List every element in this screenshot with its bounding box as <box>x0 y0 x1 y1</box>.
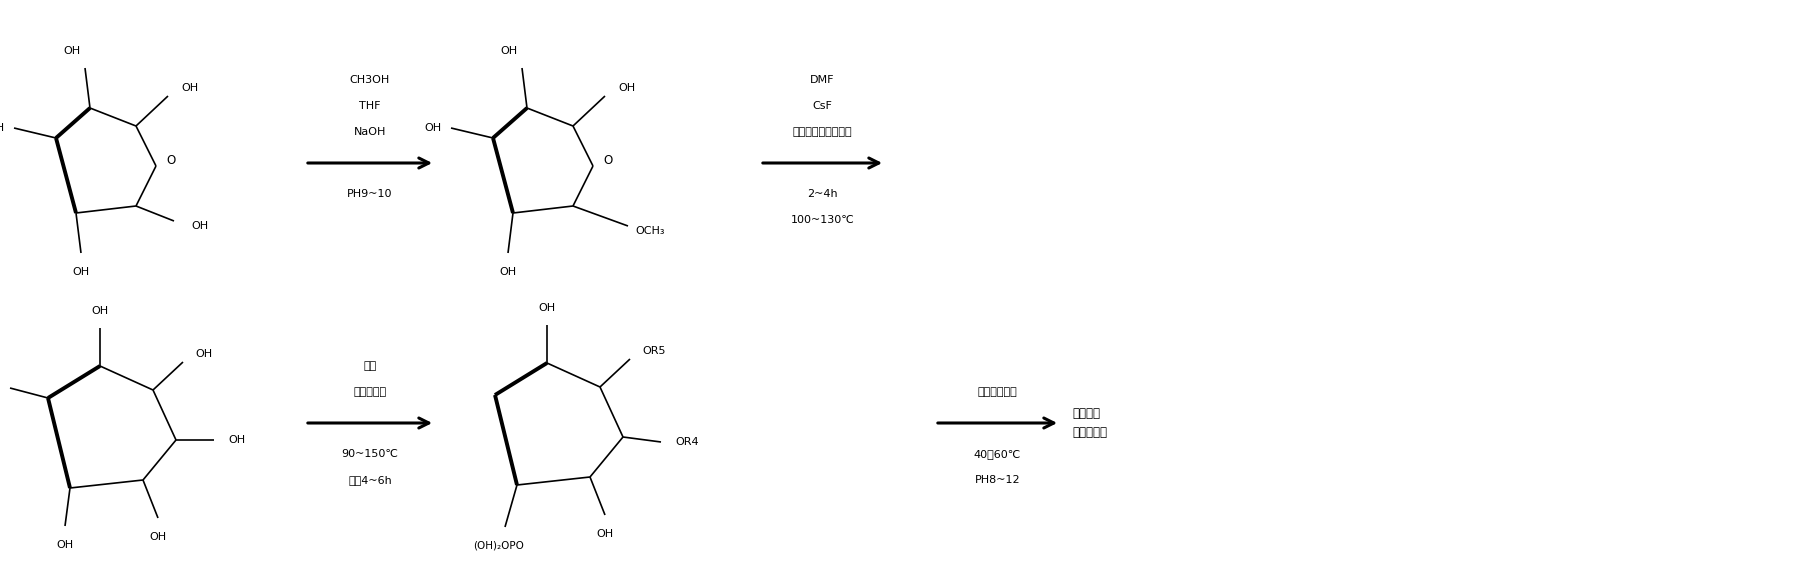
Text: OCH₃: OCH₃ <box>634 226 665 236</box>
Text: 五氧化二磷: 五氧化二磷 <box>353 387 387 397</box>
Text: PH9~10: PH9~10 <box>348 189 393 199</box>
Text: 40～60℃: 40～60℃ <box>973 449 1022 459</box>
Text: 不同种类的胺: 不同种类的胺 <box>978 387 1018 397</box>
Text: OH: OH <box>0 123 5 133</box>
Text: OR4: OR4 <box>676 437 699 447</box>
Text: OH: OH <box>56 540 74 550</box>
Text: OH: OH <box>499 267 517 277</box>
Text: PH8~12: PH8~12 <box>975 475 1020 485</box>
Text: OH: OH <box>150 532 166 542</box>
Text: OH: OH <box>195 349 213 359</box>
Text: OH: OH <box>425 123 441 133</box>
Text: THF: THF <box>359 101 380 111</box>
Text: (OH)₂OPO: (OH)₂OPO <box>474 541 524 551</box>
Text: 三乙基苯基氯化鐵等: 三乙基苯基氯化鐵等 <box>793 127 852 137</box>
Text: OH: OH <box>618 83 634 93</box>
Text: 回流4~6h: 回流4~6h <box>348 475 391 485</box>
Text: CH3OH: CH3OH <box>350 75 389 85</box>
Text: OH: OH <box>229 435 245 445</box>
Text: O: O <box>166 155 175 167</box>
Text: DMF: DMF <box>811 75 834 85</box>
Text: OH: OH <box>72 267 90 277</box>
Text: 磷酸: 磷酸 <box>364 361 377 371</box>
Text: 环己五醇
磷酸酯鐵盐: 环己五醇 磷酸酯鐵盐 <box>1072 407 1106 439</box>
Text: OH: OH <box>63 46 81 56</box>
Text: OH: OH <box>92 306 108 316</box>
Text: 100~130℃: 100~130℃ <box>791 215 854 225</box>
Text: OH: OH <box>501 46 517 56</box>
Text: 90~150℃: 90~150℃ <box>342 449 398 459</box>
Text: CsF: CsF <box>813 101 833 111</box>
Text: OH: OH <box>596 529 613 539</box>
Text: OH: OH <box>539 303 555 313</box>
Text: OH: OH <box>191 221 207 231</box>
Text: O: O <box>604 155 613 167</box>
Text: NaOH: NaOH <box>353 127 386 137</box>
Text: OR5: OR5 <box>642 346 665 356</box>
Text: OH: OH <box>180 83 198 93</box>
Text: 2~4h: 2~4h <box>807 189 838 199</box>
